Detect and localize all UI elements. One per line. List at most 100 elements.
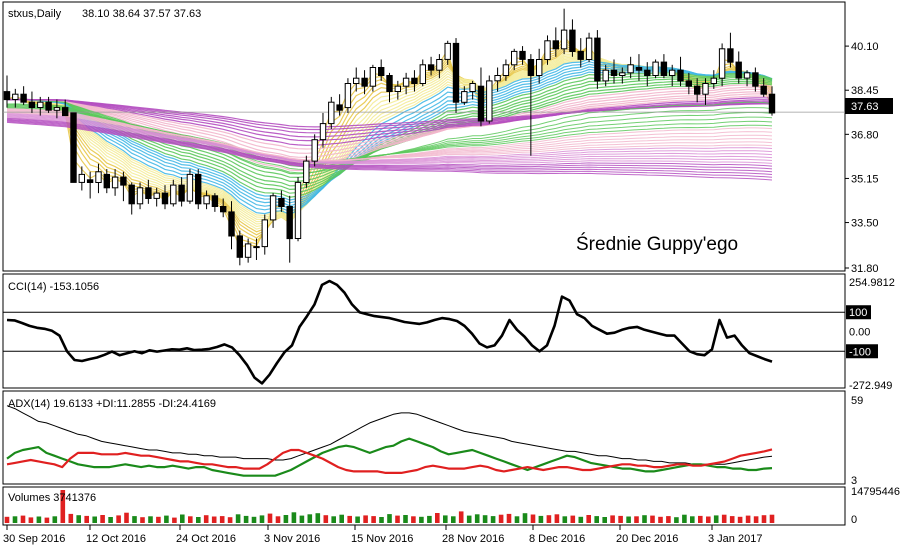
x-tick-label: 3 Jan 2017 — [708, 533, 762, 545]
price-tick-label: 38.45 — [851, 85, 879, 97]
candle-body — [627, 64, 634, 74]
volume-bar — [283, 515, 289, 523]
volume-bar — [28, 517, 34, 523]
candle-body — [768, 93, 776, 114]
volume-bar — [706, 516, 711, 523]
candle-body — [369, 67, 377, 87]
candle-body — [386, 75, 393, 92]
volume-bar — [395, 515, 400, 523]
candle-body — [62, 107, 69, 117]
candle-body — [236, 235, 244, 258]
volume-bar — [299, 515, 305, 523]
volume-bar — [203, 515, 209, 523]
volume-bar — [690, 516, 695, 523]
candle-body — [161, 192, 169, 205]
volume-bar — [60, 490, 66, 523]
candle-body — [444, 42, 451, 60]
price-tick-label: 31.80 — [851, 263, 879, 275]
volume-bar — [251, 516, 257, 523]
candle-body — [743, 72, 751, 79]
volume-bar — [156, 516, 161, 523]
volume-bar — [36, 516, 42, 523]
candle-body — [502, 64, 510, 77]
cci-tick-label: -100 — [849, 346, 871, 358]
candle-body — [111, 176, 119, 189]
volume-bar — [188, 516, 193, 523]
volume-bar — [52, 516, 58, 523]
price-title: stxus,Daily — [8, 8, 62, 20]
pink-band-line-52 — [6, 84, 773, 172]
candle-body — [328, 101, 335, 125]
cci-tick-label: 100 — [849, 307, 867, 319]
long-ema-line — [6, 112, 773, 161]
x-tick-label: 8 Dec 2016 — [529, 533, 585, 545]
candle-body — [652, 61, 659, 76]
volume-bar — [347, 515, 352, 523]
candle-body — [78, 173, 85, 183]
pink-band-line-90 — [6, 95, 773, 150]
candle-body — [402, 77, 410, 87]
volume-bar — [514, 516, 520, 523]
candle-body — [610, 69, 618, 76]
candle-body — [710, 77, 717, 84]
candle-body — [411, 77, 418, 84]
candle-body — [45, 101, 52, 111]
volume-bar — [108, 517, 113, 523]
volume-bar — [650, 515, 655, 523]
candle-body — [153, 192, 160, 199]
candle-body — [544, 40, 551, 60]
volume-bar — [132, 516, 137, 523]
long-ema-line — [6, 107, 773, 162]
volume-bar — [522, 513, 528, 523]
volume-bar — [379, 517, 384, 523]
volume-bar — [219, 516, 225, 523]
candle-body — [353, 77, 360, 84]
cci-tick-label: -272.949 — [849, 380, 892, 392]
volume-bar — [642, 515, 647, 523]
volume-bar — [721, 514, 727, 523]
volume-bar — [227, 517, 233, 523]
candle-body — [735, 61, 742, 79]
volume-bar — [538, 515, 544, 523]
candle-body — [760, 85, 767, 95]
volume-bar — [466, 515, 472, 523]
violet-band-line-115 — [6, 98, 773, 142]
candle-body — [186, 173, 194, 202]
x-tick-label: 28 Nov 2016 — [442, 533, 504, 545]
volume-bar — [84, 515, 89, 523]
volume-bar — [769, 514, 775, 523]
price-tick-label: 36.80 — [851, 129, 879, 141]
candle-body — [436, 59, 443, 71]
candle-body — [685, 80, 692, 87]
candle-body — [286, 206, 293, 240]
volume-bar — [610, 515, 615, 523]
volume-bar — [443, 515, 448, 523]
long-ema-line — [6, 115, 773, 164]
volume-bar — [180, 514, 185, 523]
blue-band-line-19 — [6, 63, 773, 210]
volume-bar — [196, 517, 201, 523]
volume-bar — [570, 515, 576, 523]
cci-lines — [3, 279, 845, 385]
cci-level-box — [846, 344, 878, 359]
candle-body — [253, 246, 260, 249]
candle-body — [311, 139, 318, 162]
volume-bar — [267, 513, 273, 523]
candle-body — [727, 48, 734, 63]
volume-bar — [140, 517, 145, 523]
volume-bar — [435, 513, 440, 523]
price-tick-label: 35.15 — [851, 173, 879, 185]
volume-bar — [451, 516, 456, 523]
candle-body — [3, 91, 11, 101]
volume-bar — [4, 516, 10, 523]
pink-band-line-64 — [6, 88, 773, 163]
long-ema-line — [6, 119, 773, 173]
candle-body — [394, 85, 402, 92]
candlesticks — [3, 8, 776, 266]
candle-body — [511, 50, 518, 66]
volume-bar — [682, 514, 687, 523]
candle-body — [103, 173, 110, 189]
long-ema-line — [6, 120, 773, 175]
volume-bar — [761, 515, 767, 523]
volume-bar — [259, 515, 265, 523]
